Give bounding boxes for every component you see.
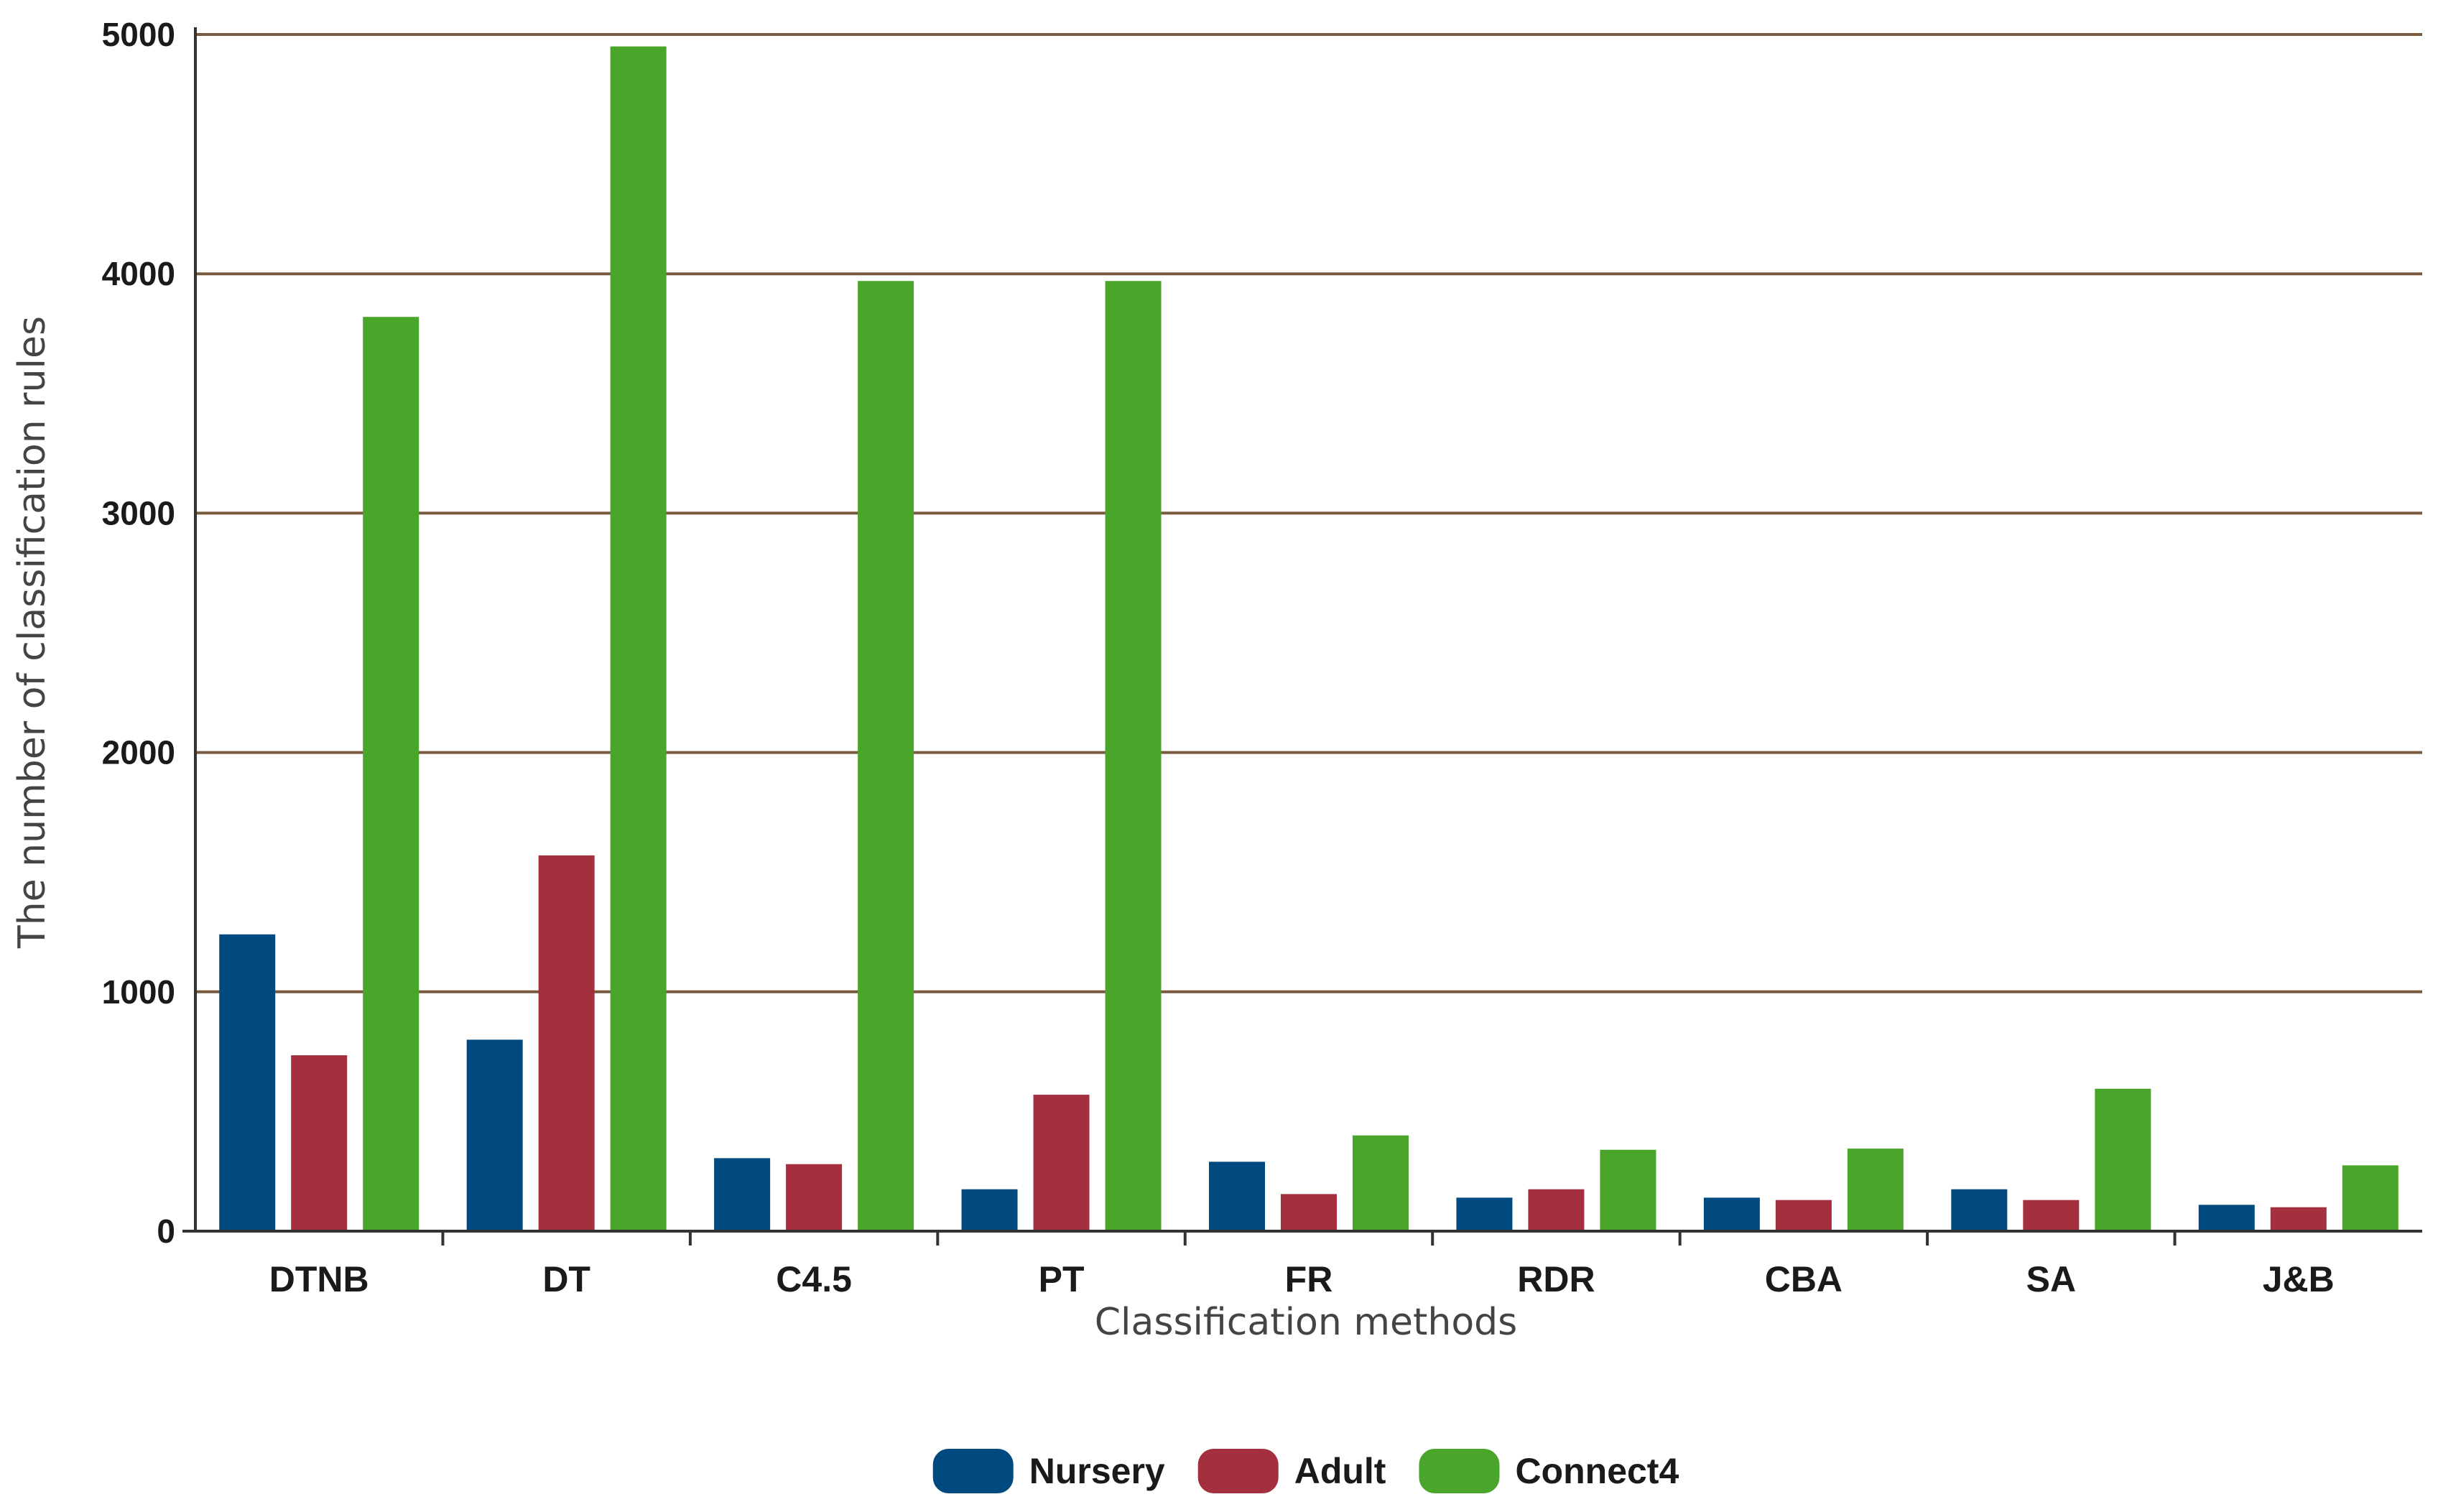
y-tick-label: 0 <box>157 1212 175 1250</box>
x-tick-label: SA <box>2026 1259 2076 1299</box>
bar-adult-3 <box>1033 1095 1090 1231</box>
x-tick-label: DTNB <box>269 1259 369 1299</box>
legend-item-adult: Adult <box>1197 1449 1386 1493</box>
y-tick-label: 3000 <box>102 494 175 532</box>
bars <box>219 46 2398 1231</box>
y-tick-labels: 0 1000 2000 3000 4000 5000 <box>102 16 175 1250</box>
x-tick-label: RDR <box>1517 1259 1595 1299</box>
y-tick-label: 4000 <box>102 255 175 292</box>
bar-nursery-5 <box>1456 1197 1513 1231</box>
bar-nursery-3 <box>961 1189 1018 1231</box>
bar-nursery-6 <box>1703 1197 1760 1231</box>
bar-adult-7 <box>2023 1200 2080 1231</box>
x-axis-title: Classification methods <box>1095 1301 1518 1344</box>
legend-swatch <box>1197 1449 1279 1493</box>
bar-connect4-2 <box>858 281 914 1231</box>
gridlines <box>195 33 2422 993</box>
bar-nursery-2 <box>714 1158 771 1231</box>
legend-label: Adult <box>1294 1451 1386 1491</box>
bar-connect4-4 <box>1353 1135 1409 1231</box>
legend-swatch <box>1419 1449 1500 1493</box>
bar-nursery-0 <box>219 934 276 1231</box>
x-tick-labels: DTNB DT C4.5 PT FR RDR CBA SA J&B <box>269 1259 2335 1299</box>
y-tick-label: 1000 <box>102 973 175 1011</box>
x-tick-label: DT <box>542 1259 590 1299</box>
bar-adult-0 <box>291 1055 348 1231</box>
bar-adult-8 <box>2270 1207 2327 1231</box>
bar-connect4-6 <box>1847 1149 1904 1231</box>
y-axis-title: The number of classification rules <box>11 316 54 949</box>
y-tick-label: 2000 <box>102 734 175 771</box>
bar-nursery-1 <box>466 1039 523 1231</box>
bar-connect4-5 <box>1600 1149 1656 1231</box>
bar-connect4-3 <box>1105 281 1162 1231</box>
legend: Nursery Adult Connect4 <box>932 1449 1679 1493</box>
x-tick-label: C4.5 <box>776 1259 852 1299</box>
axes <box>182 27 2422 1246</box>
x-tick-label: FR <box>1285 1259 1333 1299</box>
x-tick-label: PT <box>1039 1259 1085 1299</box>
x-tick-label: CBA <box>1765 1259 1843 1299</box>
legend-swatch <box>932 1449 1014 1493</box>
bar-nursery-7 <box>1951 1189 2008 1231</box>
bar-nursery-4 <box>1209 1161 1265 1231</box>
bar-connect4-0 <box>363 317 420 1231</box>
bar-connect4-1 <box>610 46 667 1231</box>
bar-nursery-8 <box>2198 1205 2255 1231</box>
bar-adult-1 <box>538 855 595 1231</box>
legend-label: Nursery <box>1029 1451 1165 1491</box>
legend-label: Connect4 <box>1515 1451 1679 1491</box>
x-tick-label: J&B <box>2263 1259 2335 1299</box>
bar-adult-2 <box>786 1164 843 1231</box>
bar-adult-5 <box>1528 1189 1585 1231</box>
bar-connect4-7 <box>2095 1088 2151 1231</box>
bar-connect4-8 <box>2342 1165 2398 1231</box>
legend-item-connect4: Connect4 <box>1419 1449 1679 1493</box>
legend-item-nursery: Nursery <box>932 1449 1165 1493</box>
bar-adult-6 <box>1775 1200 1832 1231</box>
bar-adult-4 <box>1281 1194 1337 1231</box>
y-tick-label: 5000 <box>102 16 175 53</box>
